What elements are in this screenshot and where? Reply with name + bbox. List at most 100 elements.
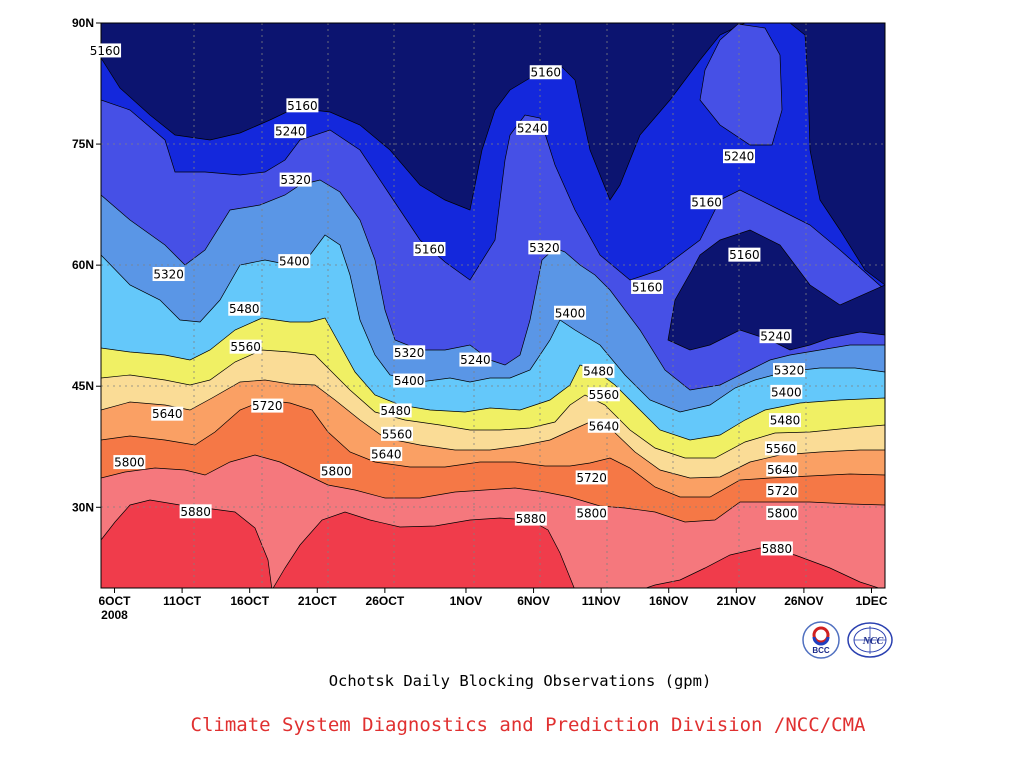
contour-label: 5320 <box>393 345 426 360</box>
contour-label-box <box>587 387 620 402</box>
contour-label-text: 5320 <box>280 173 311 187</box>
contour-label-box <box>554 305 587 320</box>
contour-label-box <box>278 254 311 269</box>
contour-label-box <box>379 403 412 418</box>
contour-label-text: 5400 <box>555 306 586 320</box>
contour-label-box <box>766 505 799 520</box>
y-tick-label: 75N <box>72 137 94 151</box>
contour-label: 5720 <box>766 483 799 498</box>
contour-label: 5800 <box>113 455 146 470</box>
contour-label-box <box>575 470 608 485</box>
contour-label-text: 5400 <box>279 255 310 269</box>
contour-label-box <box>459 352 492 367</box>
contour-label-box <box>759 329 792 344</box>
contour-label-box <box>768 413 801 428</box>
contour-label-text: 5480 <box>583 364 614 378</box>
contour-label: 5800 <box>766 505 799 520</box>
x-tick-label: 6NOV <box>517 594 550 608</box>
contour-label: 5240 <box>723 149 756 164</box>
contour-label: 5240 <box>274 124 307 139</box>
band-5880-c <box>644 547 880 588</box>
contour-label-box <box>274 124 307 139</box>
contour-label-box <box>381 426 414 441</box>
contour-label-text: 5560 <box>589 388 620 402</box>
contour-label-text: 5480 <box>770 414 801 428</box>
contour-label: 5400 <box>770 384 803 399</box>
contour-label-box <box>151 406 184 421</box>
contour-label: 5160 <box>728 247 761 262</box>
contour-label: 5320 <box>279 172 312 187</box>
contour-label-box <box>587 418 620 433</box>
contour-label-box <box>582 363 615 378</box>
contour-label-box <box>528 240 561 255</box>
contour-label-box <box>370 447 403 462</box>
x-tick-label: 21NOV <box>717 594 756 608</box>
contour-label: 5160 <box>690 195 723 210</box>
contour-label-box <box>728 247 761 262</box>
contour-label-text: 5240 <box>460 353 491 367</box>
contour-label: 5320 <box>773 363 806 378</box>
x-tick-label: 26OCT <box>366 594 405 608</box>
x-tick-sublabel: 2008 <box>101 608 128 622</box>
contour-label-text: 5880 <box>180 505 211 519</box>
contour-label-text: 5480 <box>229 302 260 316</box>
bcc-logo: BCC <box>802 621 840 659</box>
contour-label-box <box>251 398 284 413</box>
contour-label: 5720 <box>251 398 284 413</box>
contour-label-text: 5800 <box>321 464 352 478</box>
y-tick-label: 60N <box>72 258 94 272</box>
contour-label: 5160 <box>413 242 446 257</box>
contour-label-text: 5720 <box>576 471 607 485</box>
contour-label: 5400 <box>554 305 587 320</box>
contour-label-text: 5880 <box>516 512 547 526</box>
contour-label: 5560 <box>587 387 620 402</box>
contour-label-box <box>514 511 547 526</box>
contour-label: 5320 <box>152 267 185 282</box>
contour-label-text: 5640 <box>767 463 798 477</box>
contour-label-text: 5400 <box>771 385 802 399</box>
contour-label: 5880 <box>179 504 212 519</box>
contour-label-text: 5320 <box>394 346 425 360</box>
ncc-logo-text: NCC <box>862 636 884 647</box>
contour-label-box <box>773 363 806 378</box>
contour-label-text: 5240 <box>760 330 791 344</box>
contour-label-text: 5160 <box>90 44 121 58</box>
contour-label-text: 5160 <box>287 99 318 113</box>
contour-label-box <box>229 339 262 354</box>
contour-label-text: 5160 <box>729 248 760 262</box>
contour-label: 5240 <box>516 120 549 135</box>
contour-label-text: 5880 <box>762 542 793 556</box>
contour-label-text: 5240 <box>275 125 306 139</box>
contour-label-text: 5160 <box>530 66 561 80</box>
contour-label-box <box>279 172 312 187</box>
contour-label: 5800 <box>320 463 353 478</box>
contour-label-text: 5640 <box>152 407 183 421</box>
bcc-logo-text: BCC <box>812 646 830 655</box>
contour-label: 5160 <box>89 43 122 58</box>
contour-label: 5480 <box>228 301 261 316</box>
x-tick-label: 11OCT <box>163 594 202 608</box>
contour-label-text: 5160 <box>691 196 722 210</box>
contour-label: 5640 <box>370 447 403 462</box>
contour-label: 5800 <box>575 505 608 520</box>
band-5240-island <box>699 23 783 146</box>
band-5880-b <box>272 511 575 588</box>
contour-label-box <box>89 43 122 58</box>
contour-label-box <box>516 120 549 135</box>
contour-label-box <box>766 483 799 498</box>
contour-label-box <box>770 384 803 399</box>
contour-label-text: 5240 <box>724 150 755 164</box>
contour-label-box <box>413 242 446 256</box>
contour-label: 5480 <box>768 413 801 428</box>
contour-label: 5640 <box>151 406 184 421</box>
contour-label-text: 5720 <box>767 484 798 498</box>
contour-label-box <box>320 463 353 478</box>
contour-label: 5480 <box>379 403 412 418</box>
contour-label-text: 5640 <box>371 448 402 462</box>
contour-label-text: 5640 <box>589 419 620 433</box>
y-tick-label: 90N <box>72 16 94 30</box>
credit-caption: Climate System Diagnostics and Predictio… <box>190 714 866 736</box>
contour-label-box <box>393 345 426 360</box>
